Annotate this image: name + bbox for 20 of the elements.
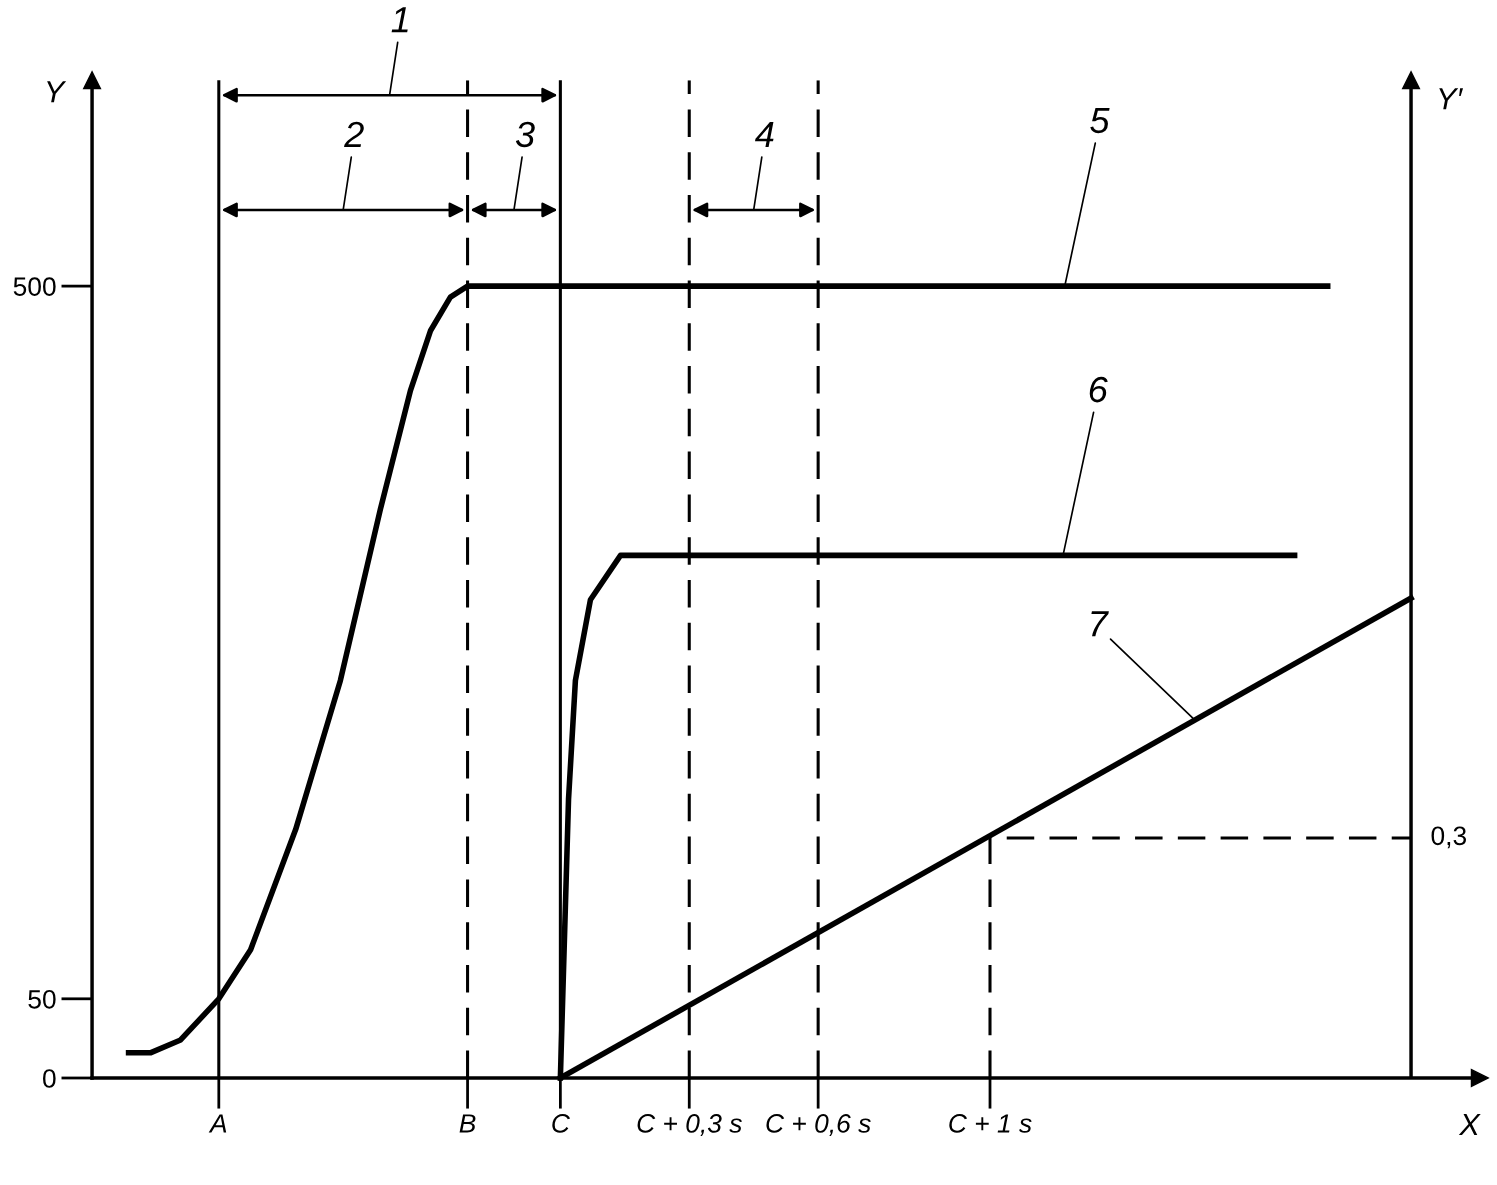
x-tick-label: A	[208, 1114, 227, 1133]
annotation: 5	[1090, 107, 1110, 134]
annotation: 0,3	[1431, 826, 1467, 849]
x-tick-label: B	[459, 1114, 476, 1133]
y-tick-label: 50	[28, 989, 56, 1009]
annotation: 3	[515, 121, 535, 148]
y-tick-label: 0	[43, 1069, 56, 1088]
y-axis-title: Y	[47, 81, 67, 103]
annotation: 6	[1089, 376, 1108, 403]
text: 1	[391, 7, 408, 33]
annotation: 4	[755, 122, 774, 147]
y2-axis-title: Y′	[1439, 88, 1464, 110]
annotation: 2	[344, 121, 364, 147]
x-tick-label: C + 0,3 s	[637, 1114, 742, 1136]
x-tick-label: C + 1 s	[949, 1114, 1032, 1133]
x-tick-label: C	[552, 1114, 571, 1133]
y-tick-label: 500	[13, 277, 56, 296]
annotation: 7	[1091, 611, 1109, 637]
x-tick-label: C + 0,6 s	[766, 1114, 871, 1136]
x-axis-title: X	[1458, 1114, 1481, 1136]
